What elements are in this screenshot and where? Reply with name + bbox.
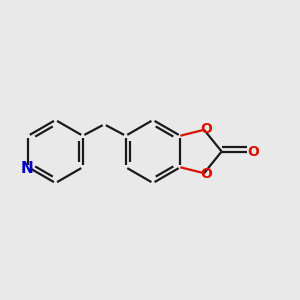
Text: O: O: [201, 122, 212, 136]
Text: O: O: [201, 167, 212, 182]
Text: N: N: [21, 161, 34, 176]
Text: O: O: [247, 145, 259, 158]
